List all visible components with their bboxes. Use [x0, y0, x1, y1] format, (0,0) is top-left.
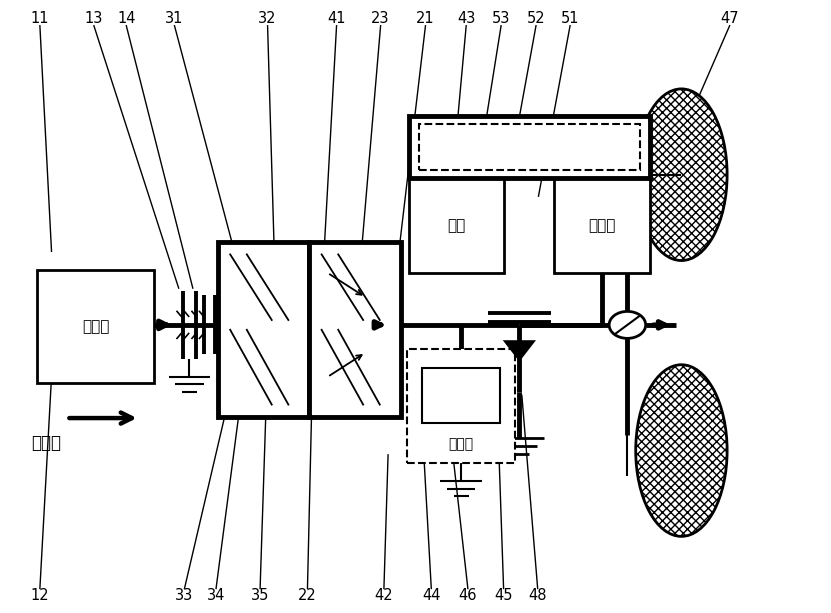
Bar [37, 270, 154, 383]
Text: 33: 33 [175, 588, 194, 603]
Text: 电机二: 电机二 [588, 218, 616, 233]
Text: 22: 22 [298, 588, 317, 603]
Text: 电机一: 电机一 [449, 438, 474, 451]
Bar [409, 116, 650, 178]
Ellipse shape [636, 89, 727, 261]
Bar [409, 178, 504, 273]
Text: 48: 48 [529, 588, 547, 603]
Text: 44: 44 [422, 588, 440, 603]
Text: 11: 11 [31, 11, 49, 26]
Text: 32: 32 [258, 11, 277, 26]
Text: 45: 45 [494, 588, 513, 603]
Bar [554, 178, 650, 273]
Text: 53: 53 [492, 11, 510, 26]
Polygon shape [503, 340, 536, 362]
Text: 46: 46 [459, 588, 477, 603]
Text: 47: 47 [720, 11, 739, 26]
Text: 23: 23 [371, 11, 390, 26]
Bar [422, 368, 500, 423]
Text: 12: 12 [31, 588, 49, 603]
Text: 51: 51 [561, 11, 579, 26]
Circle shape [609, 311, 646, 338]
Text: 34: 34 [207, 588, 225, 603]
Text: 43: 43 [457, 11, 475, 26]
Ellipse shape [636, 365, 727, 536]
Text: 31: 31 [165, 11, 184, 26]
Text: 动力流: 动力流 [32, 433, 61, 452]
Bar [309, 242, 401, 417]
Bar [419, 124, 640, 170]
Text: 21: 21 [416, 11, 435, 26]
Text: 52: 52 [527, 11, 545, 26]
Text: 35: 35 [251, 588, 269, 603]
Bar [407, 349, 515, 463]
Text: 电池: 电池 [448, 218, 465, 233]
Text: 42: 42 [375, 588, 393, 603]
Text: 41: 41 [327, 11, 346, 26]
Text: 发动机: 发动机 [82, 319, 109, 334]
Bar [218, 242, 309, 417]
Text: 14: 14 [117, 11, 135, 26]
Text: 13: 13 [85, 11, 103, 26]
